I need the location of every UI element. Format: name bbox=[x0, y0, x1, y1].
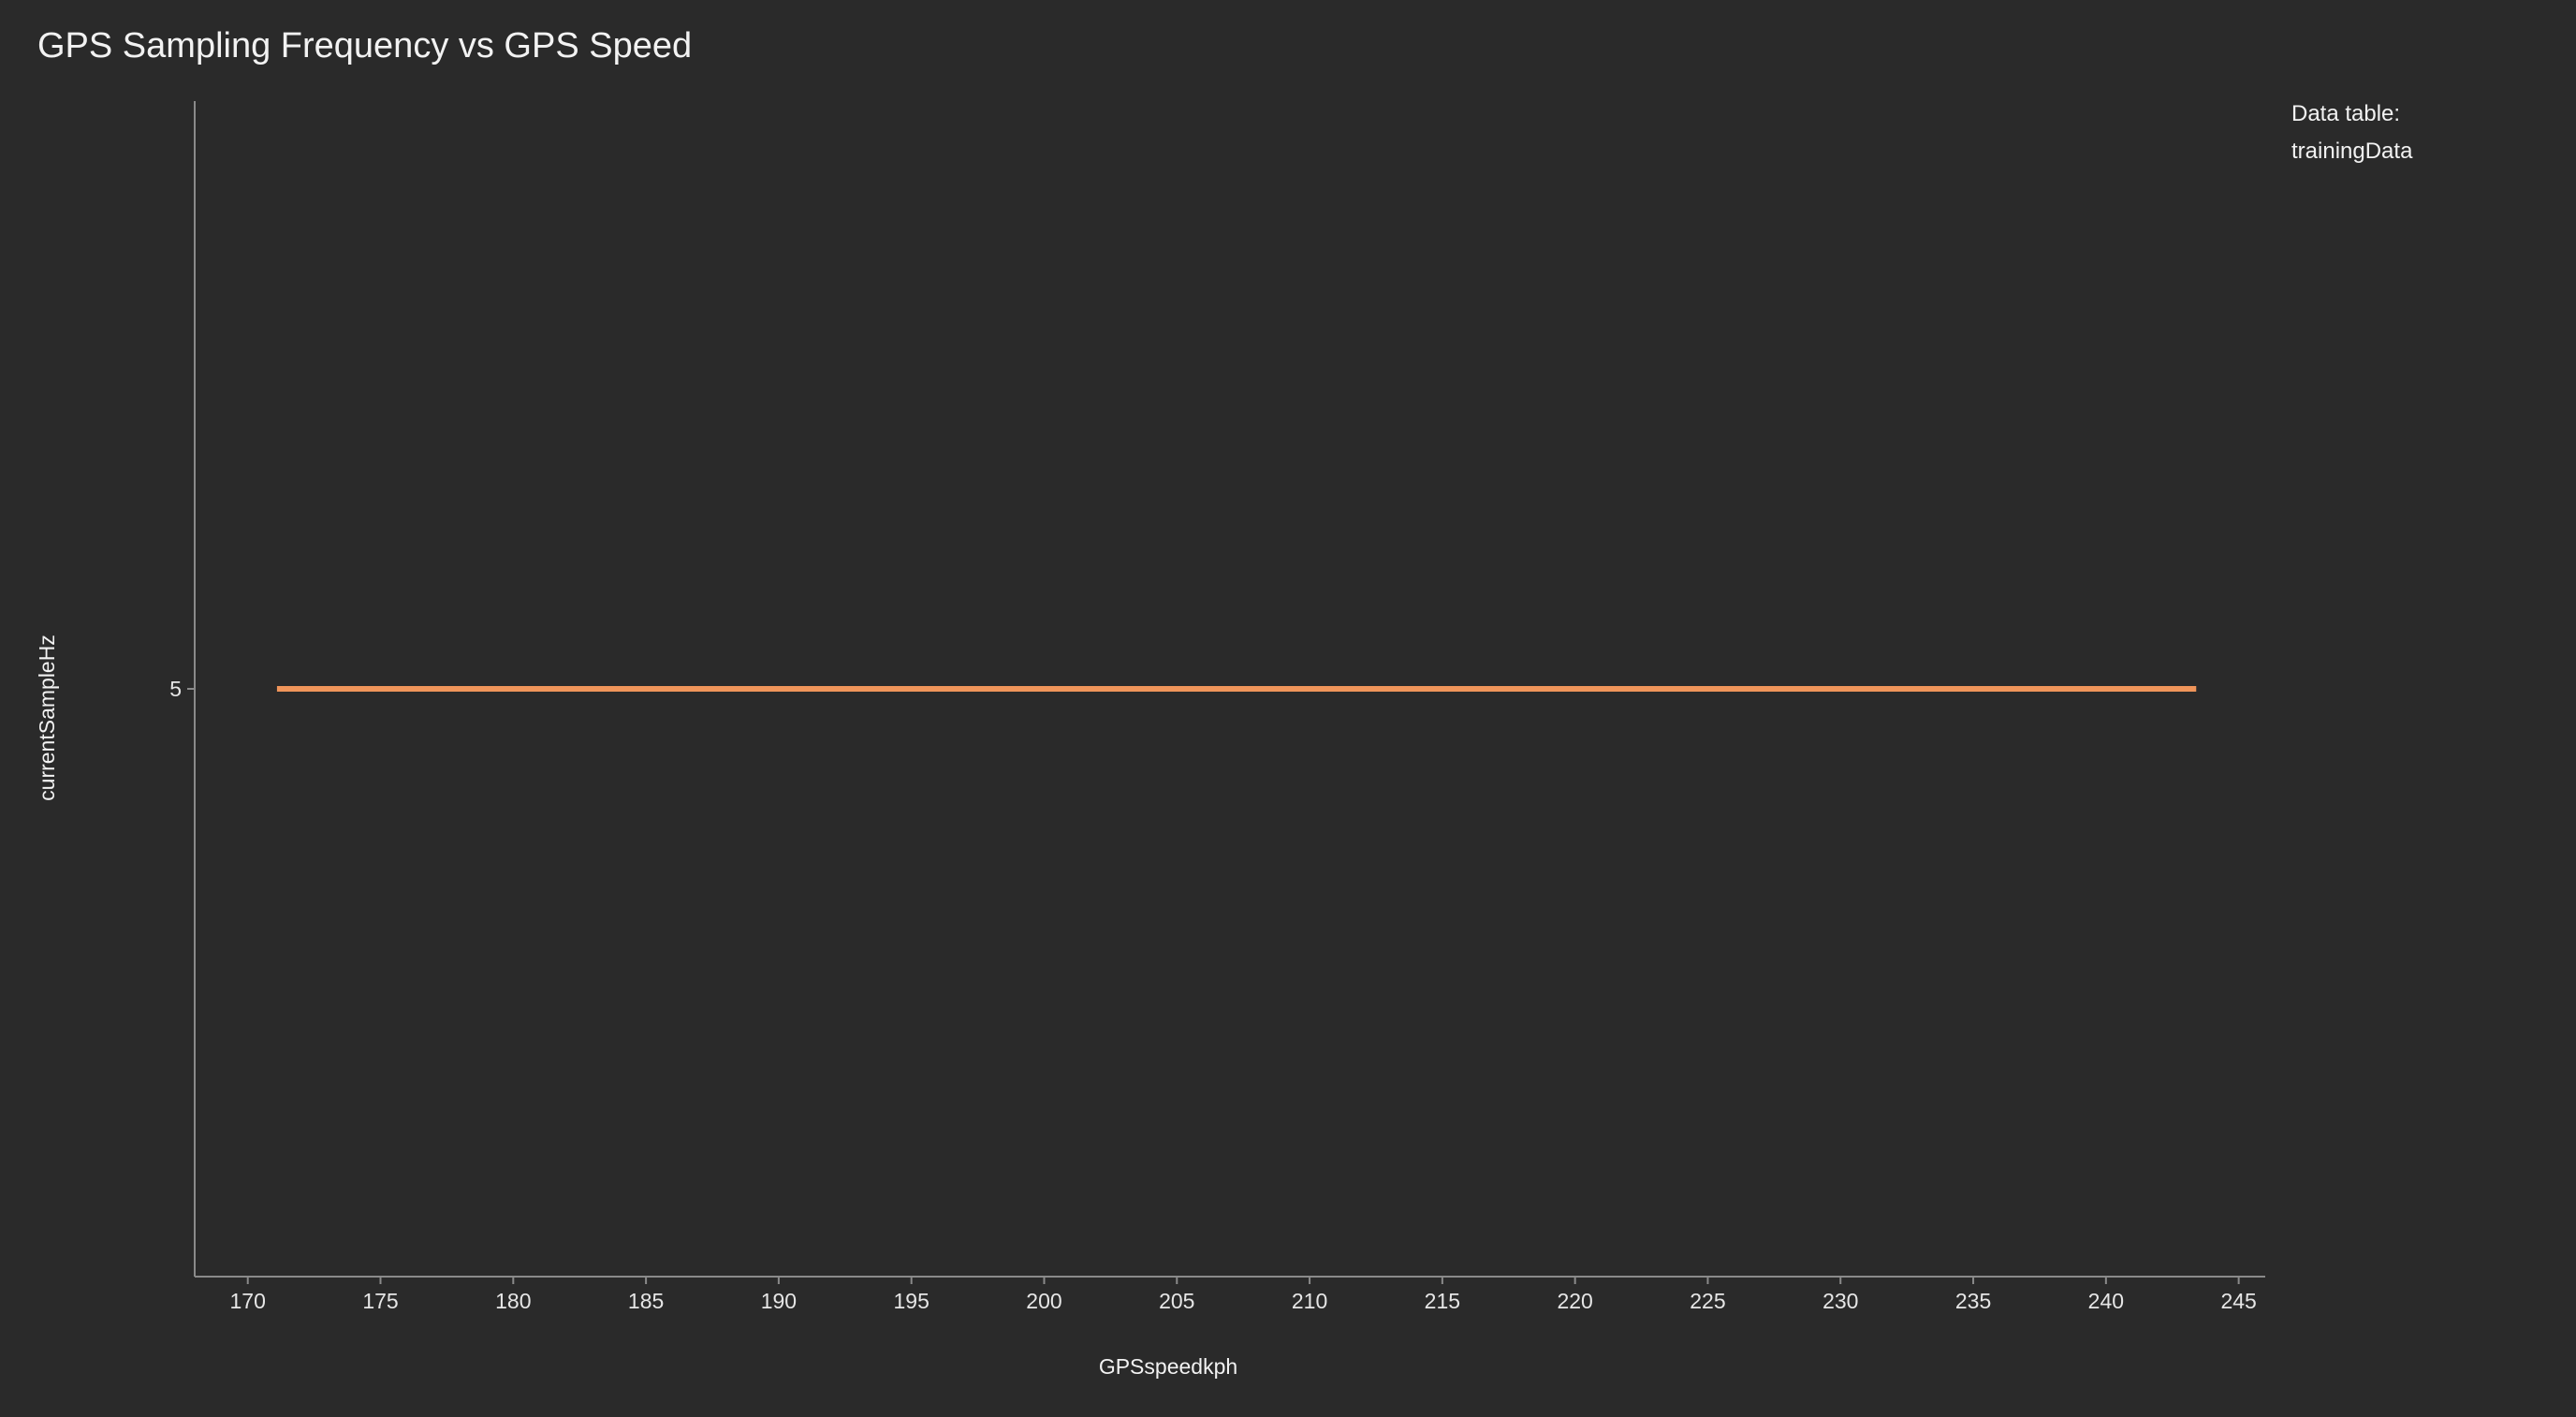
x-tick-label: 205 bbox=[1159, 1289, 1194, 1313]
x-tick-label: 245 bbox=[2220, 1289, 2256, 1313]
x-tick-label: 240 bbox=[2088, 1289, 2124, 1313]
y-tick-label: 5 bbox=[169, 677, 182, 701]
x-tick-label: 195 bbox=[894, 1289, 929, 1313]
x-tick-label: 225 bbox=[1690, 1289, 1725, 1313]
x-tick-label: 185 bbox=[628, 1289, 664, 1313]
legend-entry: trainingData bbox=[2291, 139, 2413, 164]
x-tick-label: 230 bbox=[1822, 1289, 1858, 1313]
x-tick-label: 215 bbox=[1425, 1289, 1460, 1313]
legend: Data table: trainingData bbox=[2291, 95, 2412, 170]
x-tick-label: 170 bbox=[230, 1289, 266, 1313]
x-tick-label: 190 bbox=[761, 1289, 797, 1313]
x-axis-title: GPSspeedkph bbox=[1099, 1354, 1237, 1379]
y-axis-ticks: 5 bbox=[169, 677, 195, 701]
x-axis-ticks: 170 175 180 185 190 195 200 205 210 215 220 225 230 2… bbox=[230, 1277, 2257, 1313]
legend-heading: Data table: bbox=[2291, 101, 2401, 126]
x-tick-label: 220 bbox=[1557, 1289, 1592, 1313]
chart-title: GPS Sampling Frequency vs GPS Speed bbox=[37, 26, 693, 66]
y-axis-title: currentSampleHz bbox=[35, 635, 59, 801]
x-tick-label: 210 bbox=[1292, 1289, 1327, 1313]
x-tick-label: 200 bbox=[1026, 1289, 1061, 1313]
x-tick-label: 180 bbox=[495, 1289, 531, 1313]
x-tick-label: 175 bbox=[362, 1289, 398, 1313]
x-tick-label: 235 bbox=[1955, 1289, 1991, 1313]
